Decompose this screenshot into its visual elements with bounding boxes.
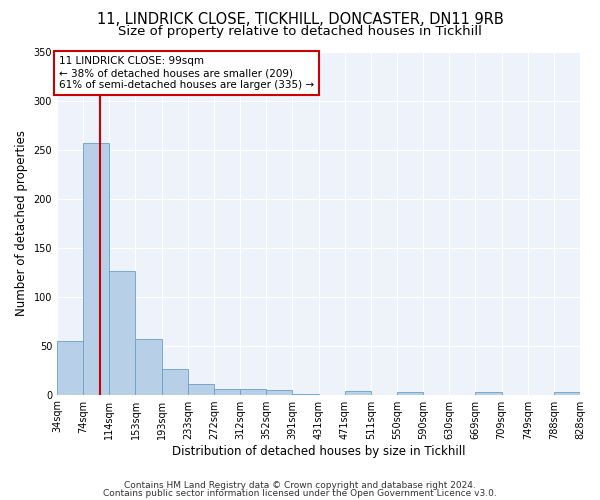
Bar <box>397 392 423 394</box>
Text: 11, LINDRICK CLOSE, TICKHILL, DONCASTER, DN11 9RB: 11, LINDRICK CLOSE, TICKHILL, DONCASTER,… <box>97 12 503 28</box>
Bar <box>554 392 580 394</box>
Bar <box>161 369 188 394</box>
Y-axis label: Number of detached properties: Number of detached properties <box>15 130 28 316</box>
Bar <box>344 390 371 394</box>
Bar <box>83 142 109 394</box>
Bar <box>188 384 214 394</box>
Bar <box>240 388 266 394</box>
Bar <box>109 271 136 394</box>
Text: 11 LINDRICK CLOSE: 99sqm
← 38% of detached houses are smaller (209)
61% of semi-: 11 LINDRICK CLOSE: 99sqm ← 38% of detach… <box>59 56 314 90</box>
Text: Contains HM Land Registry data © Crown copyright and database right 2024.: Contains HM Land Registry data © Crown c… <box>124 481 476 490</box>
Bar <box>214 388 240 394</box>
Bar <box>475 392 502 394</box>
Bar <box>136 338 161 394</box>
Bar <box>57 340 83 394</box>
Text: Contains public sector information licensed under the Open Government Licence v3: Contains public sector information licen… <box>103 488 497 498</box>
Text: Size of property relative to detached houses in Tickhill: Size of property relative to detached ho… <box>118 25 482 38</box>
Bar <box>266 390 292 394</box>
X-axis label: Distribution of detached houses by size in Tickhill: Distribution of detached houses by size … <box>172 444 465 458</box>
